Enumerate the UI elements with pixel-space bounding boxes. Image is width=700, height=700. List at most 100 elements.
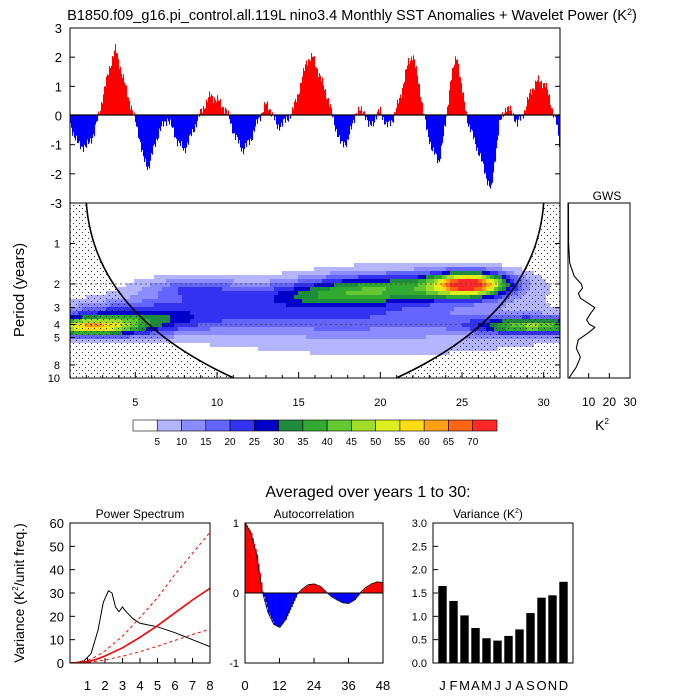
- wavelet-cell: [278, 307, 283, 312]
- wavelet-cell: [446, 263, 451, 268]
- wavelet-cell: [418, 283, 423, 288]
- sst-positive-bar: [461, 83, 463, 116]
- sst-negative-bar: [145, 115, 147, 159]
- wavelet-cell: [494, 267, 499, 272]
- wavelet-cell: [198, 311, 203, 316]
- wavelet-cell: [178, 259, 183, 264]
- wavelet-cell: [434, 235, 439, 240]
- wavelet-cell: [422, 275, 427, 280]
- wavelet-cell: [514, 203, 519, 208]
- wavelet-cell: [394, 287, 399, 292]
- wavelet-cell: [474, 247, 479, 252]
- wavelet-cell: [286, 319, 291, 324]
- wavelet-cell: [494, 287, 499, 292]
- wavelet-cell: [306, 343, 311, 348]
- wavelet-cell: [466, 227, 471, 232]
- wavelet-cell: [438, 307, 443, 312]
- wavelet-cell: [218, 223, 223, 228]
- wavelet-cell: [326, 331, 331, 336]
- wavelet-cell: [526, 219, 531, 224]
- wavelet-cell: [146, 255, 151, 260]
- wavelet-cell: [106, 243, 111, 248]
- wavelet-cell: [390, 283, 395, 288]
- wavelet-cell: [302, 287, 307, 292]
- wavelet-cell: [426, 331, 431, 336]
- wavelet-cell: [238, 227, 243, 232]
- wavelet-cell: [214, 227, 219, 232]
- sst-positive-bar: [309, 59, 311, 116]
- wavelet-cell: [338, 343, 343, 348]
- wavelet-cell: [106, 219, 111, 224]
- wavelet-cell: [310, 243, 315, 248]
- wavelet-cell: [470, 263, 475, 268]
- wavelet-cell: [270, 347, 275, 352]
- wavelet-cell: [358, 243, 363, 248]
- wavelet-cell: [210, 323, 215, 328]
- wavelet-cell: [370, 239, 375, 244]
- wavelet-cell: [386, 319, 391, 324]
- wavelet-cell: [322, 279, 327, 284]
- wavelet-cell: [126, 251, 131, 256]
- sst-positive-bar: [542, 88, 544, 116]
- wavelet-cell: [358, 267, 363, 272]
- wavelet-cell: [418, 267, 423, 272]
- wavelet-cell: [414, 259, 419, 264]
- sst-negative-bar: [440, 115, 442, 160]
- wavelet-cell: [286, 247, 291, 252]
- wavelet-cell: [462, 267, 467, 272]
- wavelet-cell: [182, 279, 187, 284]
- sst-negative-bar: [244, 115, 246, 150]
- wavelet-cell: [334, 263, 339, 268]
- wavelet-cell: [198, 283, 203, 288]
- wavelet-cell: [290, 331, 295, 336]
- wavelet-cell: [122, 275, 127, 280]
- wavelet-cell: [218, 271, 223, 276]
- wavelet-cell: [262, 307, 267, 312]
- wavelet-cell: [318, 263, 323, 268]
- wavelet-cell: [374, 251, 379, 256]
- wavelet-cell: [386, 299, 391, 304]
- wavelet-cell: [334, 311, 339, 316]
- wavelet-cell: [286, 303, 291, 308]
- wavelet-cell: [358, 327, 363, 332]
- wavelet-cell: [202, 223, 207, 228]
- wavelet-cell: [194, 303, 199, 308]
- wavelet-cell: [322, 211, 327, 216]
- wavelet-cell: [230, 271, 235, 276]
- wavelet-cell: [442, 263, 447, 268]
- wavelet-cell: [326, 343, 331, 348]
- sst-positive-bar: [448, 104, 450, 116]
- wavelet-cell: [386, 227, 391, 232]
- wavelet-cell: [430, 303, 435, 308]
- wavelet-cell: [358, 203, 363, 208]
- wavelet-cell: [282, 343, 287, 348]
- wavelet-cell: [334, 235, 339, 240]
- sst-negative-bar: [500, 115, 502, 121]
- wavelet-cell: [254, 267, 259, 272]
- wavelet-cell: [482, 255, 487, 260]
- wavelet-cell: [242, 323, 247, 328]
- wavelet-cell: [270, 267, 275, 272]
- wavelet-cell: [334, 323, 339, 328]
- wavelet-cell: [458, 219, 463, 224]
- sst-positive-bar: [410, 60, 412, 116]
- wavelet-cell: [326, 307, 331, 312]
- wavelet-cell: [334, 335, 339, 340]
- wavelet-cell: [422, 223, 427, 228]
- wavelet-cell: [330, 231, 335, 236]
- wavelet-cell: [130, 223, 135, 228]
- wavelet-cell: [430, 279, 435, 284]
- sst-negative-bar: [431, 115, 433, 150]
- wavelet-cell: [126, 207, 131, 212]
- wavelet-cell: [278, 287, 283, 292]
- wavelet-cell: [314, 239, 319, 244]
- wavelet-cell: [110, 219, 115, 224]
- wavelet-cell: [510, 235, 515, 240]
- sst-negative-bar: [88, 115, 90, 144]
- wavelet-cell: [450, 303, 455, 308]
- wavelet-cell: [306, 211, 311, 216]
- wavelet-cell: [250, 319, 255, 324]
- wavelet-cell: [446, 231, 451, 236]
- wavelet-cell: [258, 287, 263, 292]
- sst-negative-bar: [190, 115, 192, 135]
